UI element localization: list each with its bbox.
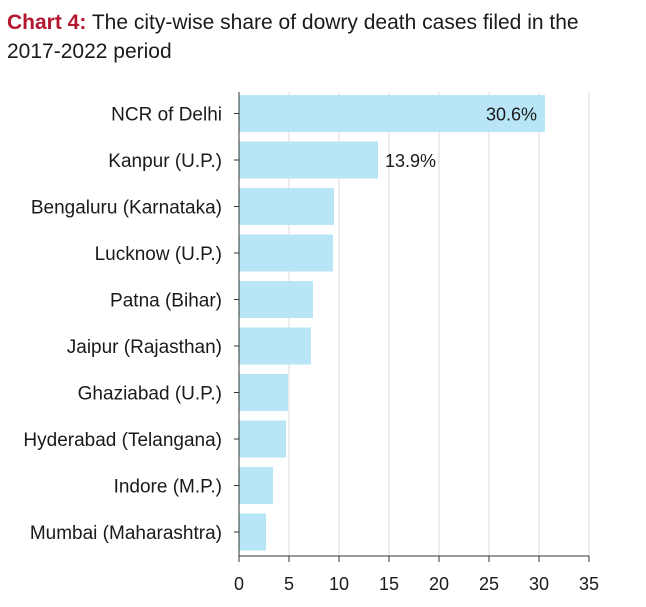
chart-title: Chart 4: The city-wise share of dowry de…: [7, 8, 637, 66]
category-label-8: Indore (M.P.): [114, 477, 222, 498]
data-label-1: 13.9%: [385, 151, 436, 171]
chart-title-text: The city-wise share of dowry death cases…: [7, 11, 579, 63]
category-label-3: Lucknow (U.P.): [95, 244, 222, 265]
category-label-6: Ghaziabad (U.P.): [78, 384, 222, 405]
bar-6: [239, 374, 288, 411]
x-tick-label-0: 0: [234, 574, 244, 594]
category-label-5: Jaipur (Rajasthan): [67, 337, 222, 358]
bar-5: [239, 327, 311, 365]
x-tick-label-4: 20: [429, 574, 449, 594]
category-label-2: Bengaluru (Karnataka): [31, 198, 222, 219]
data-label-0: 30.6%: [486, 105, 537, 125]
bar-0: [239, 95, 545, 132]
bar-7: [239, 420, 286, 458]
category-label-4: Patna (Bihar): [110, 291, 222, 312]
category-label-1: Kanpur (U.P.): [108, 151, 222, 172]
bar-1: [239, 141, 378, 179]
x-tick-label-2: 10: [329, 574, 349, 594]
category-label-0: NCR of Delhi: [111, 105, 222, 126]
x-tick-label-1: 5: [284, 574, 294, 594]
x-tick-label-7: 35: [579, 574, 599, 594]
bar-9: [239, 513, 266, 551]
x-tick-label-3: 15: [379, 574, 399, 594]
x-tick-label-5: 25: [479, 574, 499, 594]
bar-8: [239, 467, 273, 504]
bar-4: [239, 281, 313, 318]
bar-2: [239, 188, 334, 225]
category-label-7: Hyderabad (Telangana): [23, 430, 222, 451]
chart-number: Chart 4:: [7, 11, 87, 34]
category-label-9: Mumbai (Maharashtra): [30, 523, 222, 544]
bar-3: [239, 234, 333, 272]
x-tick-label-6: 30: [529, 574, 549, 594]
